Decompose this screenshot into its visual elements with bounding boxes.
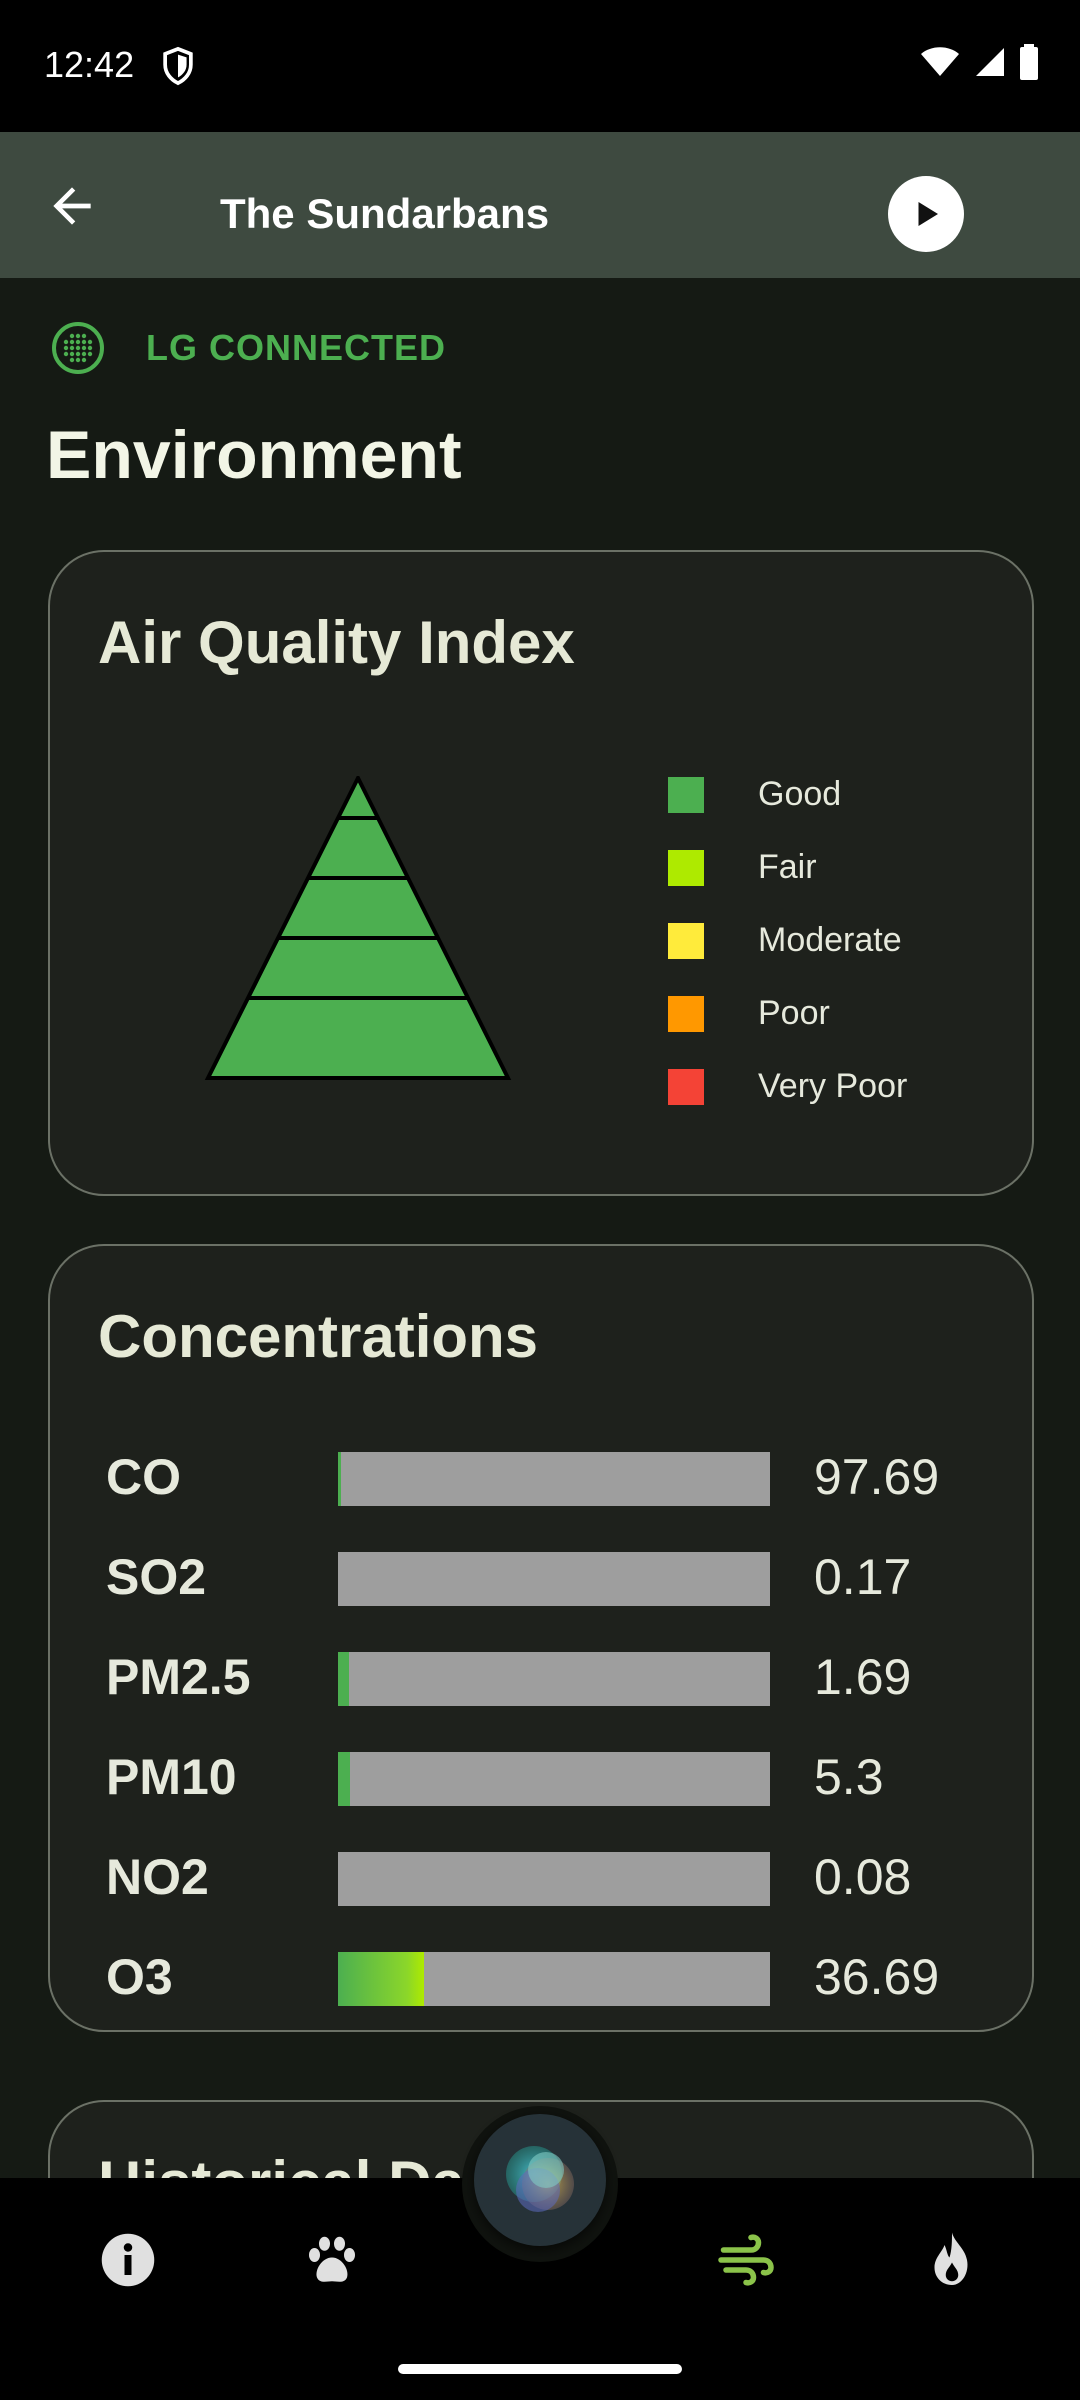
wind-icon[interactable] <box>716 2230 776 2290</box>
aqi-card-title: Air Quality Index <box>98 609 575 676</box>
aqi-pyramid-shape <box>204 776 512 1080</box>
pollutant-name: PM10 <box>106 1749 237 1805</box>
home-indicator[interactable] <box>398 2364 682 2374</box>
concentration-bar <box>338 1852 770 1906</box>
play-icon <box>918 202 938 226</box>
shield-icon <box>163 46 193 86</box>
concentration-row-no2: NO2 0.08 <box>106 1826 1006 1926</box>
legend-swatch <box>668 922 704 959</box>
legend-label: Fair <box>758 848 817 886</box>
pollutant-value: 1.69 <box>814 1649 912 1705</box>
pollutant-name: O3 <box>106 1949 173 2005</box>
legend-swatch <box>668 849 704 886</box>
concentration-bar-fill <box>338 1952 425 2006</box>
assistant-orb-icon <box>476 2116 604 2244</box>
pollutant-name: NO2 <box>106 1849 209 1905</box>
status-bar: 12:42 <box>0 0 1080 132</box>
historical-card-title: Historical Data <box>98 2148 518 2178</box>
legend-label: Good <box>758 775 842 813</box>
concentration-bar-fill <box>338 1452 342 1506</box>
legend-swatch <box>668 776 704 813</box>
connection-status: LG CONNECTED <box>50 320 446 376</box>
legend-swatch <box>668 1068 704 1105</box>
legend-item-very-poor: Very Poor <box>668 1050 907 1123</box>
concentration-bar <box>338 1952 770 2006</box>
concentration-bar <box>338 1652 770 1706</box>
legend-swatch <box>668 995 704 1032</box>
legend-item-good: Good <box>668 758 907 831</box>
paw-icon[interactable] <box>302 2230 362 2290</box>
pollutant-name: SO2 <box>106 1549 207 1605</box>
fire-icon[interactable] <box>922 2230 982 2290</box>
concentration-list: CO 97.69 SO2 0.17 PM2.5 1.69 PM10 5.3 NO… <box>106 1426 1006 2026</box>
pollutant-value: 0.08 <box>814 1849 912 1905</box>
concentration-bar <box>338 1552 770 1606</box>
concentration-row-so2: SO2 0.17 <box>106 1526 1006 1626</box>
pollutant-value: 0.17 <box>814 1549 912 1605</box>
section-title: Environment <box>46 417 462 493</box>
concentration-bar-fill <box>338 1652 349 1706</box>
concentration-row-o3: O3 36.69 <box>106 1926 1006 2026</box>
concentration-bar-fill <box>338 1752 351 1806</box>
ai-assistant-button[interactable] <box>474 2114 606 2246</box>
aqi-card: Air Quality Index Good Fair Moderate <box>48 550 1034 1196</box>
concentration-row-pm25: PM2.5 1.69 <box>106 1626 1006 1726</box>
legend-item-moderate: Moderate <box>668 904 907 977</box>
main-content[interactable]: LG CONNECTED Environment Air Quality Ind… <box>0 278 1080 2178</box>
concentration-bar <box>338 1752 770 1806</box>
battery-icon <box>1020 44 1038 80</box>
info-icon[interactable] <box>98 2230 158 2290</box>
page-title: The Sundarbans <box>220 190 550 237</box>
status-time: 12:42 <box>44 44 135 85</box>
legend-label: Very Poor <box>758 1067 908 1105</box>
back-arrow-icon[interactable] <box>44 178 100 234</box>
app-bar: The Sundarbans <box>0 132 1080 278</box>
aqi-pyramid <box>204 776 512 1080</box>
aqi-legend: Good Fair Moderate Poor Very Poor <box>668 758 907 1123</box>
lg-connection-icon <box>52 322 104 374</box>
pollutant-value: 97.69 <box>814 1449 940 1505</box>
pollutant-value: 36.69 <box>814 1949 940 2005</box>
legend-item-fair: Fair <box>668 831 907 904</box>
pollutant-value: 5.3 <box>814 1749 884 1805</box>
wifi-icon <box>921 47 959 76</box>
cellular-signal-icon <box>976 48 1004 76</box>
concentrations-card: Concentrations CO 97.69 SO2 0.17 PM2.5 1… <box>48 1244 1034 2032</box>
pollutant-name: PM2.5 <box>106 1649 251 1705</box>
concentration-bar <box>338 1452 770 1506</box>
concentration-row-pm10: PM10 5.3 <box>106 1726 1006 1826</box>
legend-label: Moderate <box>758 921 902 959</box>
pollutant-name: CO <box>106 1449 181 1505</box>
legend-label: Poor <box>758 994 830 1032</box>
concentrations-card-title: Concentrations <box>98 1303 539 1370</box>
legend-item-poor: Poor <box>668 977 907 1050</box>
play-button[interactable] <box>888 176 964 252</box>
concentration-row-co: CO 97.69 <box>106 1426 1006 1526</box>
status-icons <box>920 44 1040 80</box>
connection-label: LG CONNECTED <box>146 327 446 368</box>
